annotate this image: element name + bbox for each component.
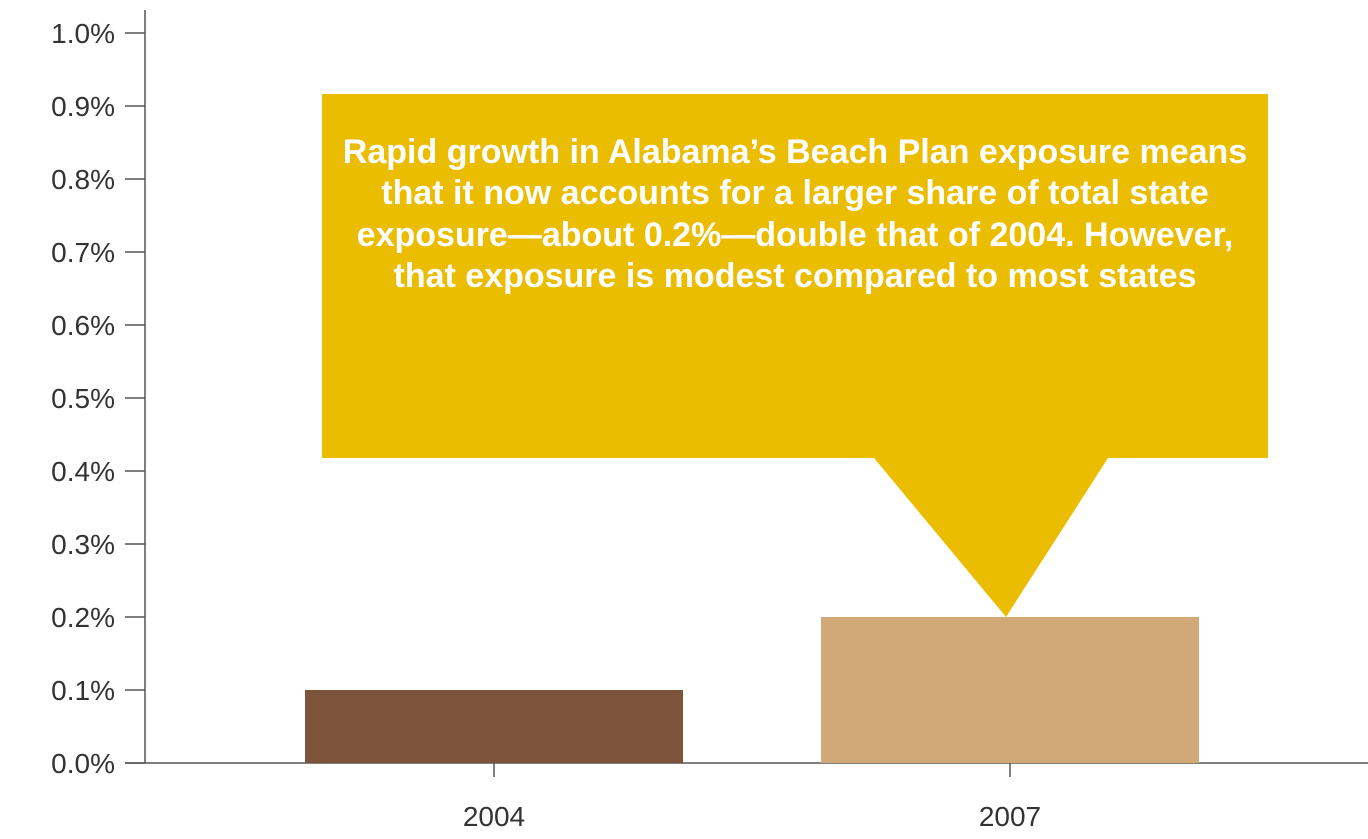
x-tick-label: 2007 [979,801,1041,832]
bar-2004 [305,690,683,763]
bars [305,617,1199,763]
y-tick-label: 0.8% [51,164,115,195]
y-tick-label: 0.6% [51,310,115,341]
y-tick-label: 0.9% [51,91,115,122]
y-tick-label: 0.1% [51,675,115,706]
axes: 0.0% 0.1% 0.2% 0.3% 0.4% 0.5% 0.6% 0.7% 0.8% 0.9%… [51,10,1368,832]
annotation-callout: Rapid growth in Alabama’s Beach Plan exp… [322,94,1268,458]
y-tick-label: 0.2% [51,602,115,633]
annotation-text: Rapid growth in Alabama’s Beach Plan exp… [342,133,1248,296]
x-tick-label: 2004 [463,801,525,832]
y-tick-label: 0.0% [51,748,115,779]
y-tick-label: 0.5% [51,383,115,414]
y-tick-label: 0.3% [51,529,115,560]
bar-2007 [821,617,1199,763]
y-tick-label: 1.0% [51,18,115,49]
y-tick-label: 0.4% [51,456,115,487]
y-tick-label: 0.7% [51,237,115,268]
